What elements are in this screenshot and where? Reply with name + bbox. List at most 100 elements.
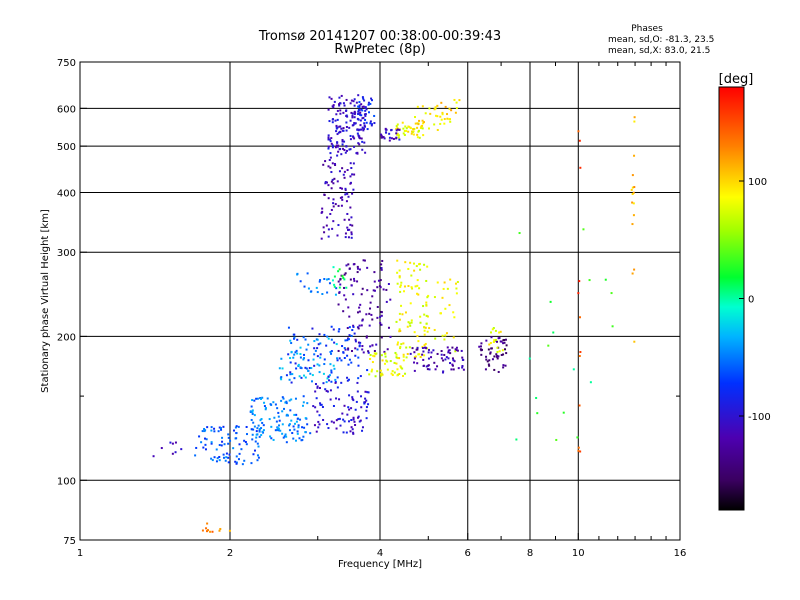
data-point: [348, 267, 351, 270]
data-point: [354, 408, 357, 411]
data-point: [233, 429, 236, 432]
data-point: [363, 141, 366, 144]
data-point: [386, 368, 389, 371]
data-point: [443, 118, 446, 121]
data-point: [325, 224, 328, 227]
data-point: [390, 372, 393, 375]
data-point: [444, 307, 447, 310]
data-point: [380, 136, 383, 139]
data-point: [381, 373, 384, 376]
data-point: [347, 195, 350, 198]
data-point: [417, 340, 420, 343]
data-point: [336, 126, 339, 129]
data-point: [355, 101, 358, 104]
data-point: [341, 138, 344, 141]
data-point: [485, 358, 488, 361]
data-point: [371, 295, 374, 298]
data-point: [249, 410, 252, 413]
data-point: [630, 188, 633, 191]
data-point: [632, 191, 635, 194]
data-point: [180, 448, 183, 451]
data-point: [413, 269, 416, 272]
data-point: [293, 413, 296, 416]
data-point: [353, 110, 356, 113]
data-point: [380, 133, 383, 136]
data-point: [422, 134, 425, 137]
data-point: [364, 114, 367, 117]
data-point: [368, 373, 371, 376]
data-point: [330, 208, 333, 211]
data-point: [382, 136, 385, 139]
data-point: [353, 332, 356, 335]
data-point: [252, 428, 255, 431]
data-point: [422, 364, 425, 367]
data-point: [457, 367, 460, 370]
data-point: [253, 414, 256, 417]
data-point: [278, 367, 281, 370]
data-point: [221, 436, 224, 439]
data-point: [485, 339, 488, 342]
data-point: [449, 120, 452, 123]
data-point: [451, 357, 454, 360]
data-point: [285, 441, 288, 444]
data-point: [330, 420, 333, 423]
data-point: [332, 328, 335, 331]
data-point: [152, 455, 155, 458]
data-point: [381, 359, 384, 362]
data-point: [339, 130, 342, 133]
data-point: [528, 357, 531, 360]
data-point: [420, 125, 423, 128]
x-tick-label: 10: [572, 548, 585, 559]
data-point: [255, 397, 258, 400]
data-point: [365, 336, 368, 339]
data-point: [354, 122, 357, 125]
data-point: [376, 286, 379, 289]
data-point: [346, 226, 349, 229]
data-point: [328, 96, 331, 99]
data-point: [329, 140, 332, 143]
data-point: [454, 350, 457, 353]
data-point: [323, 358, 326, 361]
data-point: [398, 138, 401, 141]
data-point: [304, 417, 307, 420]
data-point: [402, 353, 405, 356]
data-point: [451, 346, 454, 349]
data-point: [293, 377, 296, 380]
data-point: [257, 424, 260, 427]
data-point: [392, 137, 395, 140]
data-point: [555, 438, 558, 441]
data-point: [332, 198, 335, 201]
data-point: [401, 121, 404, 124]
data-point: [245, 433, 248, 436]
data-point: [349, 430, 352, 433]
data-point: [307, 369, 310, 372]
data-point: [424, 112, 427, 115]
data-point: [301, 426, 304, 429]
data-point: [441, 111, 444, 114]
data-point: [319, 387, 322, 390]
data-point: [282, 436, 285, 439]
data-point: [330, 380, 333, 383]
data-point: [234, 426, 237, 429]
data-point: [361, 426, 364, 429]
data-point: [367, 391, 370, 394]
data-point: [384, 355, 387, 358]
data-point: [348, 228, 351, 231]
data-point: [480, 342, 483, 345]
data-point: [632, 202, 635, 205]
data-point: [378, 285, 381, 288]
data-point: [353, 116, 356, 119]
data-point: [304, 366, 307, 369]
data-point: [332, 220, 335, 223]
data-point: [338, 328, 341, 331]
data-point: [313, 364, 316, 367]
data-point: [416, 346, 419, 349]
data-point: [305, 367, 308, 370]
data-point: [445, 356, 448, 359]
data-point: [389, 298, 392, 301]
data-point: [342, 129, 345, 132]
data-point: [385, 288, 388, 291]
data-point: [329, 152, 332, 155]
data-point: [342, 127, 345, 130]
data-point: [335, 127, 338, 130]
